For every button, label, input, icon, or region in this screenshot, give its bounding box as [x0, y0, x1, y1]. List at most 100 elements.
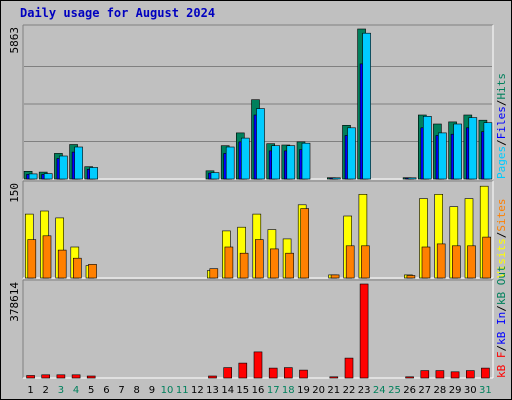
bar-kb-f-day-26 [405, 376, 414, 379]
bar-sites-day-29 [451, 245, 461, 279]
legend-entry: kB Out [495, 265, 508, 305]
bar-kb-f-day-1 [26, 375, 35, 379]
day-label-8: 8 [134, 385, 140, 396]
day-label-26: 26 [403, 385, 416, 396]
day-label-17: 17 [267, 385, 280, 396]
bar-kb-f-day-22 [344, 357, 354, 379]
bar-pages-day-17 [271, 145, 281, 180]
axis-max-label: 5863 [8, 27, 21, 54]
bar-sites-day-2 [42, 235, 52, 279]
bar-sites-day-14 [224, 246, 234, 279]
bar-kb-f-day-17 [268, 367, 278, 379]
day-label-24: 24 [373, 385, 386, 396]
day-label-13: 13 [206, 385, 219, 396]
bar-sites-day-5 [88, 264, 97, 279]
day-label-18: 18 [282, 385, 295, 396]
day-label-12: 12 [191, 385, 204, 396]
day-label-28: 28 [434, 385, 447, 396]
bar-sites-day-16 [255, 239, 264, 279]
legend-entry: kB F [495, 352, 508, 379]
bar-pages-day-1 [28, 173, 38, 180]
bar-sites-day-4 [73, 257, 82, 279]
bar-sites-day-13 [209, 268, 219, 279]
legend-entry: Files [495, 106, 508, 139]
legend-entry: Hits [495, 73, 508, 100]
day-label-21: 21 [327, 385, 340, 396]
bar-kb-f-day-21 [329, 376, 339, 379]
day-label-4: 4 [73, 385, 79, 396]
day-label-7: 7 [118, 385, 124, 396]
bar-pages-day-23 [362, 32, 371, 180]
day-label-31: 31 [479, 385, 492, 396]
bar-sites-day-31 [482, 236, 492, 279]
legend-entry: Pages [495, 146, 508, 179]
bar-kb-f-day-14 [223, 367, 232, 379]
legend-entry: / [495, 345, 508, 352]
day-label-2: 2 [43, 385, 49, 396]
bar-pages-day-22 [347, 127, 356, 180]
chart-title: Daily usage for August 2024 [20, 6, 215, 20]
bar-kb-f-day-31 [481, 367, 490, 379]
bar-kb-f-day-15 [238, 362, 248, 379]
bar-pages-day-4 [74, 146, 83, 180]
day-label-15: 15 [236, 385, 249, 396]
bar-pages-day-16 [256, 108, 265, 180]
bar-pages-day-27 [422, 116, 432, 180]
bar-pages-day-30 [468, 117, 478, 180]
bar-sites-day-21 [330, 274, 340, 279]
bar-pages-day-5 [89, 167, 98, 180]
day-label-20: 20 [312, 385, 325, 396]
bar-pages-day-13 [210, 172, 220, 180]
bar-sites-day-17 [270, 248, 279, 279]
bar-kb-f-day-28 [435, 370, 445, 379]
bar-kb-f-day-2 [41, 374, 51, 379]
bar-pages-day-15 [241, 137, 250, 180]
day-label-27: 27 [418, 385, 431, 396]
bar-pages-day-31 [483, 122, 493, 180]
legend: kB F/kB In/kB Out [495, 265, 508, 378]
day-label-11: 11 [176, 385, 189, 396]
day-label-25: 25 [388, 385, 401, 396]
legend-entry: Visits [495, 238, 508, 278]
bar-pages-day-19 [301, 142, 311, 180]
day-label-30: 30 [464, 385, 477, 396]
axis-max-label: 378614 [8, 282, 21, 322]
bar-sites-day-26 [406, 275, 416, 279]
bar-sites-day-18 [285, 252, 294, 279]
panel-visits-sites: 150 Visits/Sites [8, 180, 508, 279]
day-label-29: 29 [449, 385, 462, 396]
day-label-3: 3 [58, 385, 64, 396]
legend-entry: / [495, 139, 508, 146]
bar-sites-day-30 [467, 245, 476, 279]
bar-pages-day-21 [331, 177, 341, 180]
bar-sites-day-22 [345, 245, 355, 279]
bar-kb-f-day-4 [71, 374, 81, 379]
bar-pages-day-29 [453, 123, 462, 180]
bar-sites-day-1 [27, 239, 37, 279]
legend: Visits/Sites [495, 199, 508, 279]
bar-kb-f-day-29 [450, 371, 460, 379]
day-label-16: 16 [252, 385, 265, 396]
bar-sites-day-27 [421, 246, 431, 279]
bar-pages-day-2 [43, 173, 53, 180]
bar-pages-day-3 [59, 155, 68, 180]
day-label-9: 9 [149, 385, 155, 396]
bar-pages-day-28 [438, 132, 447, 180]
bar-sites-day-15 [239, 252, 249, 279]
day-label-19: 19 [297, 385, 310, 396]
bar-sites-day-23 [361, 245, 370, 279]
bar-pages-day-26 [407, 177, 417, 180]
bar-kb-f-day-13 [208, 375, 217, 379]
bar-sites-day-28 [436, 243, 446, 279]
legend-entry: / [495, 305, 508, 312]
bar-kb-f-day-19 [299, 369, 308, 379]
legend-entry: kB In [495, 312, 508, 345]
legend-entry: Sites [495, 199, 508, 232]
legend-entry: / [495, 232, 508, 239]
day-label-23: 23 [358, 385, 371, 396]
bar-kb-f-day-3 [56, 374, 66, 379]
day-label-14: 14 [221, 385, 234, 396]
bar-kb-f-day-16 [253, 351, 263, 379]
